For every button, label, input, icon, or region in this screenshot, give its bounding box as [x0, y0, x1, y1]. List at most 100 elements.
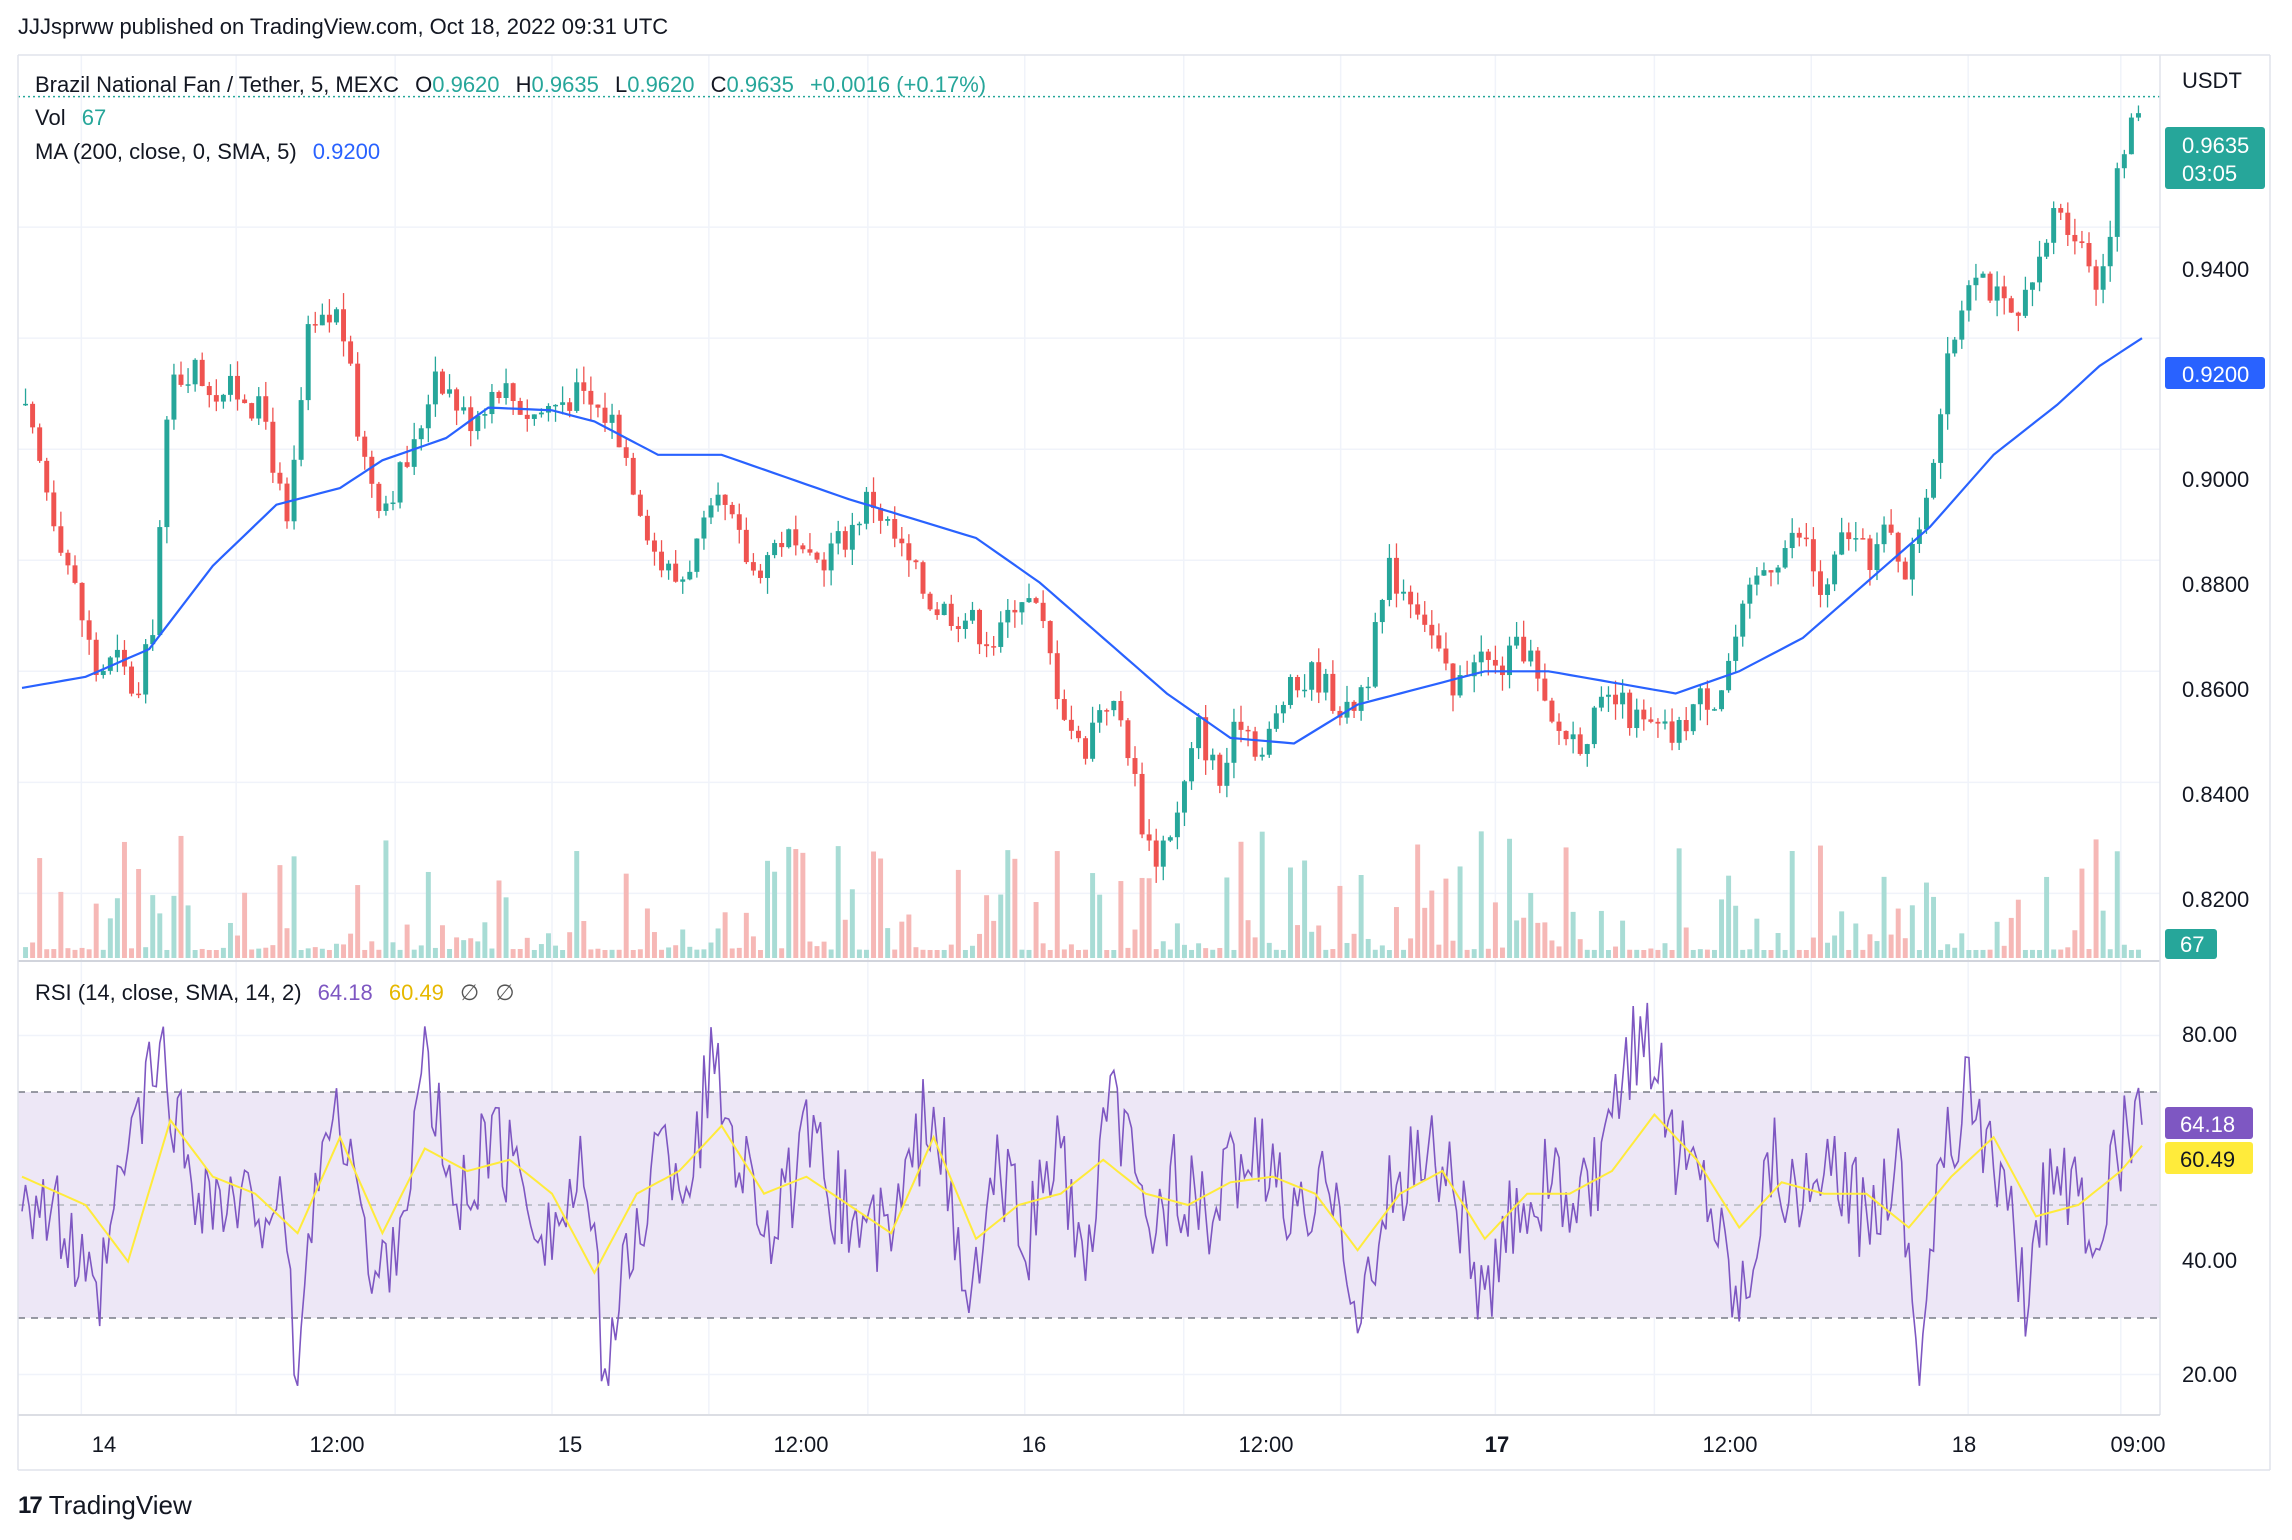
rsi-axis[interactable]: 80.00 40.00 20.00 64.18 60.49	[2165, 1022, 2253, 1387]
price-tick: 0.8200	[2182, 887, 2249, 912]
volume-bar	[828, 949, 834, 958]
rsi-tick: 20.00	[2182, 1362, 2237, 1387]
volume-bar	[708, 942, 714, 958]
volume-bar	[1125, 947, 1131, 958]
open-value: 0.9620	[432, 72, 500, 97]
volume-bar	[1740, 949, 1746, 958]
close-label: C	[710, 72, 727, 97]
candle-body	[1761, 570, 1767, 576]
volume-bar	[1761, 949, 1767, 958]
candle-body	[892, 518, 898, 539]
volume-bar	[1690, 949, 1696, 958]
candle-body	[1160, 840, 1166, 867]
volume-bar	[1316, 925, 1322, 958]
volume-bar	[2029, 949, 2035, 958]
candle-body	[560, 402, 566, 405]
volume-bar	[2086, 949, 2092, 958]
volume-bar	[849, 889, 855, 958]
volume-bar	[2128, 950, 2134, 958]
candle-body	[1690, 704, 1696, 732]
ma-label[interactable]: MA (200, close, 0, SMA, 5)	[35, 139, 297, 164]
volume-bar	[1457, 866, 1463, 958]
volume-bar	[2051, 949, 2057, 958]
candle-body	[1125, 720, 1131, 759]
candle-body	[856, 523, 862, 526]
volume-bar	[376, 949, 382, 958]
volume-bar	[1683, 927, 1689, 958]
candle-body	[2051, 208, 2057, 243]
volume-bar	[913, 947, 919, 958]
volume-bar	[1789, 851, 1795, 958]
candle-body	[1492, 659, 1498, 666]
candle-body	[1245, 729, 1251, 732]
volume-bar	[715, 928, 721, 958]
candle-body	[934, 609, 940, 616]
tradingview-brand: TradingView	[48, 1490, 192, 1520]
volume-bar	[1966, 949, 1972, 958]
volume-bar	[1563, 847, 1569, 958]
volume-bar	[1047, 949, 1053, 958]
candle-body	[885, 518, 891, 521]
volume-bar	[595, 948, 601, 958]
volume-bar	[1309, 931, 1315, 958]
volume-bar	[934, 949, 940, 958]
volume-bar	[1556, 946, 1562, 958]
candle-body	[991, 646, 997, 648]
volume-bar	[199, 948, 205, 958]
candle-body	[1782, 548, 1788, 568]
vol-badge	[2165, 929, 2217, 959]
high-value: 0.9635	[531, 72, 599, 97]
high-label: H	[515, 72, 532, 97]
candle-body	[835, 531, 841, 544]
candle-body	[2093, 266, 2099, 290]
volume-bar	[284, 928, 290, 958]
time-axis[interactable]: 14 12:00 15 12:00 16 12:00 17 12:00 18 09:00	[92, 1432, 2166, 1457]
volume-bar	[482, 922, 488, 958]
symbol-name[interactable]: Brazil National Fan / Tether, 5, MEXC	[35, 72, 399, 97]
candle-body	[602, 407, 608, 423]
volume-bar	[1422, 907, 1428, 958]
candle-body	[51, 492, 57, 527]
volume-bar	[1189, 949, 1195, 958]
volume-bar	[256, 948, 262, 958]
candle-body	[962, 620, 968, 630]
volume-bar	[1952, 947, 1958, 958]
volume-bar	[941, 949, 947, 958]
volume-bar	[1471, 949, 1477, 958]
candle-body	[1507, 645, 1513, 676]
candle-body	[1620, 692, 1626, 705]
volume-bar	[863, 949, 869, 958]
volume-bar	[86, 949, 92, 958]
candle-body	[1344, 701, 1350, 718]
volume-bar	[1959, 933, 1965, 958]
volume-bar	[192, 950, 198, 958]
rsi-label[interactable]: RSI (14, close, SMA, 14, 2)	[35, 980, 302, 1005]
volume-bar	[948, 944, 954, 958]
candle-body	[1068, 719, 1074, 731]
volume-bar	[1429, 890, 1435, 958]
candle-body	[213, 395, 219, 402]
tradingview-footer[interactable]: 17 TradingView	[18, 1490, 192, 1521]
volume-bar	[37, 858, 43, 958]
price-axis[interactable]: USDT 0.9400 0.9000 0.8800 0.8600 0.8400 …	[2165, 68, 2265, 959]
volume-bar	[750, 936, 756, 958]
candle-body	[842, 531, 848, 550]
candlesticks[interactable]	[23, 105, 2141, 883]
candle-body	[206, 386, 212, 396]
time-tick: 12:00	[309, 1432, 364, 1457]
candle-body	[1061, 699, 1067, 720]
candle-body	[1457, 675, 1463, 696]
candle-body	[553, 404, 559, 407]
candle-body	[1146, 834, 1152, 841]
candle-body	[1719, 690, 1725, 710]
candle-body	[86, 620, 92, 640]
candle-body	[1662, 721, 1668, 724]
candle-body	[2058, 208, 2064, 213]
candle-body	[793, 529, 799, 546]
volume-bar	[1344, 942, 1350, 958]
candle-body	[30, 403, 36, 428]
vol-label[interactable]: Vol	[35, 105, 66, 130]
candle-body	[1952, 339, 1958, 354]
volume-bar	[1231, 949, 1237, 958]
